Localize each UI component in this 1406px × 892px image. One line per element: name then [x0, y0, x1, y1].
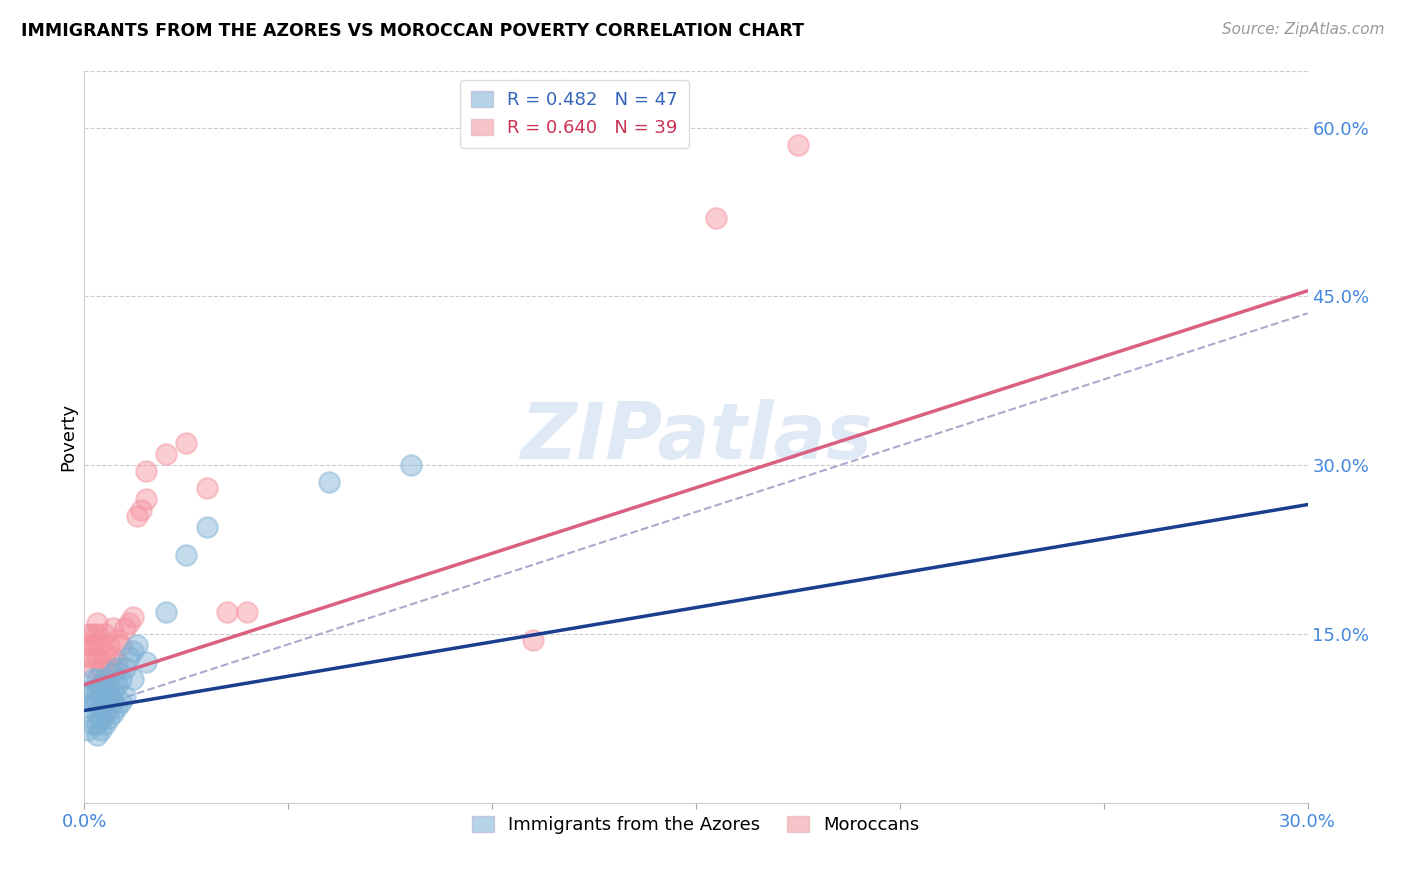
Point: [93, 706, 115, 720]
Point: [97, 678, 120, 692]
Y-axis label: Poverty: Poverty: [59, 403, 77, 471]
Point: [97, 638, 120, 652]
Point: [236, 605, 259, 619]
Point: [118, 615, 141, 630]
Point: [86, 615, 108, 630]
Point: [90, 661, 112, 675]
Point: [90, 683, 112, 698]
Point: [82, 649, 104, 664]
Point: [101, 706, 124, 720]
Point: [97, 689, 120, 703]
Point: [97, 711, 120, 725]
Point: [122, 644, 145, 658]
Point: [110, 638, 132, 652]
Point: [122, 610, 145, 624]
Point: [110, 694, 132, 708]
Point: [86, 627, 108, 641]
Point: [101, 649, 124, 664]
Point: [787, 137, 810, 152]
Point: [174, 435, 197, 450]
Point: [82, 717, 104, 731]
Point: [217, 605, 239, 619]
Text: Source: ZipAtlas.com: Source: ZipAtlas.com: [1222, 22, 1385, 37]
Point: [122, 672, 145, 686]
Point: [86, 706, 108, 720]
Point: [195, 481, 218, 495]
Point: [93, 694, 115, 708]
Point: [90, 638, 112, 652]
Point: [82, 638, 104, 652]
Point: [86, 694, 108, 708]
Point: [118, 649, 141, 664]
Point: [93, 683, 115, 698]
Point: [155, 447, 177, 461]
Point: [131, 503, 153, 517]
Point: [82, 661, 104, 675]
Point: [82, 694, 104, 708]
Point: [101, 666, 124, 681]
Point: [318, 475, 340, 489]
Point: [114, 621, 136, 635]
Point: [399, 458, 422, 473]
Point: [90, 700, 112, 714]
Point: [105, 661, 128, 675]
Point: [77, 649, 100, 664]
Point: [105, 678, 128, 692]
Point: [114, 661, 136, 675]
Point: [82, 627, 104, 641]
Text: ZIPatlas: ZIPatlas: [520, 399, 872, 475]
Point: [127, 638, 149, 652]
Point: [77, 723, 100, 737]
Point: [195, 520, 218, 534]
Point: [93, 672, 115, 686]
Point: [86, 717, 108, 731]
Point: [86, 683, 108, 698]
Point: [93, 649, 115, 664]
Point: [86, 672, 108, 686]
Point: [97, 661, 120, 675]
Point: [174, 548, 197, 562]
Point: [90, 723, 112, 737]
Point: [90, 678, 112, 692]
Point: [706, 211, 728, 225]
Point: [105, 700, 128, 714]
Point: [135, 655, 157, 669]
Point: [90, 689, 112, 703]
Point: [114, 689, 136, 703]
Point: [101, 621, 124, 635]
Point: [90, 711, 112, 725]
Point: [86, 638, 108, 652]
Point: [110, 672, 132, 686]
Point: [127, 508, 149, 523]
Point: [93, 672, 115, 686]
Point: [86, 728, 108, 742]
Point: [82, 683, 104, 698]
Point: [101, 683, 124, 698]
Text: IMMIGRANTS FROM THE AZORES VS MOROCCAN POVERTY CORRELATION CHART: IMMIGRANTS FROM THE AZORES VS MOROCCAN P…: [21, 22, 804, 40]
Point: [105, 655, 128, 669]
Point: [86, 649, 108, 664]
Point: [77, 638, 100, 652]
Point: [93, 717, 115, 731]
Point: [101, 694, 124, 708]
Point: [77, 627, 100, 641]
Point: [93, 627, 115, 641]
Point: [155, 605, 177, 619]
Point: [77, 700, 100, 714]
Point: [77, 689, 100, 703]
Point: [105, 632, 128, 647]
Legend: Immigrants from the Azores, Moroccans: Immigrants from the Azores, Moroccans: [465, 809, 927, 841]
Point: [135, 464, 157, 478]
Point: [82, 672, 104, 686]
Point: [135, 491, 157, 506]
Point: [522, 632, 544, 647]
